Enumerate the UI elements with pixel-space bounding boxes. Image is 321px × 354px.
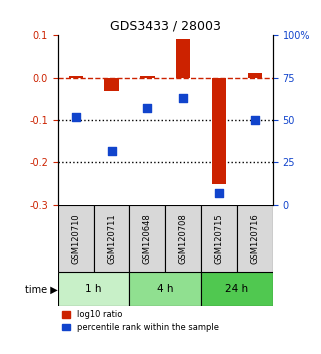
Title: GDS3433 / 28003: GDS3433 / 28003 xyxy=(110,20,221,33)
FancyBboxPatch shape xyxy=(58,273,129,306)
FancyBboxPatch shape xyxy=(94,205,129,273)
Text: 4 h: 4 h xyxy=(157,284,174,295)
FancyBboxPatch shape xyxy=(129,205,165,273)
Text: GSM120716: GSM120716 xyxy=(250,213,259,264)
FancyBboxPatch shape xyxy=(201,205,237,273)
Text: time ▶: time ▶ xyxy=(25,284,58,295)
FancyBboxPatch shape xyxy=(201,273,273,306)
Text: GSM120708: GSM120708 xyxy=(179,213,188,264)
Bar xyxy=(140,76,155,78)
Legend: log10 ratio, percentile rank within the sample: log10 ratio, percentile rank within the … xyxy=(62,310,219,332)
Text: GSM120715: GSM120715 xyxy=(214,213,224,264)
Bar xyxy=(69,76,83,78)
Point xyxy=(73,114,78,120)
Bar xyxy=(104,78,119,91)
FancyBboxPatch shape xyxy=(165,205,201,273)
Bar xyxy=(176,39,190,78)
Text: GSM120648: GSM120648 xyxy=(143,213,152,264)
Point xyxy=(252,117,257,123)
Bar xyxy=(212,78,226,184)
FancyBboxPatch shape xyxy=(129,273,201,306)
FancyBboxPatch shape xyxy=(237,205,273,273)
Point xyxy=(145,105,150,111)
Text: GSM120710: GSM120710 xyxy=(71,213,80,264)
Point xyxy=(181,95,186,101)
Point xyxy=(109,148,114,153)
Text: 24 h: 24 h xyxy=(225,284,248,295)
Bar xyxy=(248,74,262,78)
FancyBboxPatch shape xyxy=(58,205,94,273)
Point xyxy=(216,190,221,196)
Text: 1 h: 1 h xyxy=(85,284,102,295)
Text: GSM120711: GSM120711 xyxy=(107,213,116,264)
